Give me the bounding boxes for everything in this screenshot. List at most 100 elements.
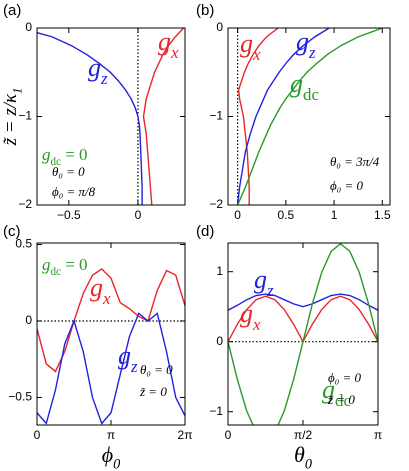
y-axis-label: z̃ = z/κ1 — [0, 88, 25, 147]
y-tick-label: −2 — [209, 197, 223, 211]
y-tick-label: −2 — [18, 197, 32, 211]
x-axis-label-sub: 0 — [305, 457, 312, 471]
series-label-sub: z — [266, 281, 274, 300]
x-axis-label-base: θ — [294, 442, 305, 467]
axes-frame — [36, 242, 186, 426]
series-label: gx — [90, 273, 111, 308]
curve — [228, 293, 378, 311]
curve — [236, 28, 330, 205]
x-tick-label: 0.5 — [278, 208, 295, 222]
x-tick-label: 0 — [234, 208, 241, 222]
curve — [228, 243, 378, 425]
curve — [236, 28, 383, 205]
axes-frame — [36, 27, 186, 206]
y-tick-label: −1 — [209, 109, 223, 123]
series-label-base: g — [240, 299, 253, 328]
annotation-text: ϕ₀ = π/8 — [52, 184, 96, 199]
series-label: gx — [240, 299, 261, 334]
annotation: ϕ₀ = π/8 — [52, 184, 96, 199]
annotation-base: g — [42, 255, 51, 274]
series-label-sub: dc — [335, 391, 351, 410]
annotation: ϕ₀ = 0 — [328, 370, 362, 385]
x-tick-label: 0 — [135, 208, 142, 222]
annotation: θ₀ = 3π/4 — [330, 154, 380, 169]
x-axis-label-base: ϕ — [102, 442, 113, 467]
annotation: θ₀ = 0 — [52, 164, 85, 179]
series-label-sub: x — [170, 43, 179, 62]
curve — [37, 268, 185, 373]
x-axis-label-sub: 0 — [113, 457, 120, 471]
curve — [142, 28, 185, 205]
annotation-text: θ₀ = 0 — [140, 362, 173, 377]
x-tick-label: π/2 — [294, 428, 313, 442]
series-label-base: g — [322, 375, 335, 404]
series-label-base: g — [290, 69, 303, 98]
annotation: gdc = 0 — [42, 145, 88, 168]
y-tick-label: 0 — [216, 334, 223, 348]
x-tick-label: 0 — [34, 428, 41, 442]
series-label: gx — [240, 29, 261, 64]
y-tick-label: 0 — [25, 20, 32, 34]
series-label-base: g — [254, 265, 267, 294]
y-tick-label: −1 — [18, 109, 32, 123]
annotation-text: = 0 — [61, 255, 88, 274]
annotation-text: ϕ₀ = 0 — [330, 178, 364, 193]
y-axis-label-sub: 1 — [11, 88, 25, 94]
panel-label: (b) — [196, 2, 214, 19]
panel-label: (a) — [3, 2, 21, 19]
curve — [237, 28, 279, 205]
x-tick-label: π — [374, 428, 382, 442]
annotation-text: ϕ₀ = 0 — [328, 370, 362, 385]
series-label-base: g — [118, 341, 131, 370]
series-label: gz — [254, 265, 274, 300]
x-tick-label: 0 — [225, 428, 232, 442]
y-tick-label: 1 — [216, 264, 223, 278]
series-label-base: g — [158, 27, 171, 56]
series-label-sub: z — [100, 69, 108, 88]
x-tick-label: −0.5 — [57, 208, 81, 222]
annotation-sub: dc — [51, 266, 62, 278]
annotation: gdc = 0 — [42, 255, 88, 278]
series-label-base: g — [88, 53, 101, 82]
curve — [37, 31, 143, 205]
x-tick-label: π — [107, 428, 115, 442]
y-tick-label: −0.5 — [8, 390, 32, 404]
axes-frame — [227, 242, 379, 426]
annotation: z̃ = 0 — [327, 392, 355, 407]
annotation-base: g — [42, 145, 51, 164]
panel-label: (d) — [196, 223, 214, 240]
series-label-base: g — [90, 273, 103, 302]
series-label: gdc — [322, 375, 351, 410]
y-tick-label: 0 — [25, 313, 32, 327]
annotation-text: θ₀ = 3π/4 — [330, 154, 380, 169]
annotation-sub: dc — [51, 156, 62, 168]
annotation: z̃ = 0 — [139, 384, 167, 399]
y-axis-label-base: z̃ = z/κ — [0, 93, 21, 146]
series-label: gz — [88, 53, 108, 88]
series-label: gdc — [290, 69, 319, 104]
series-label: gx — [158, 27, 179, 62]
y-tick-label: 0 — [216, 20, 223, 34]
annotation-text: z̃ = 0 — [327, 392, 355, 407]
x-axis-label: θ0 — [294, 442, 312, 471]
x-tick-label: 2π — [178, 428, 193, 442]
series-label-sub: dc — [303, 85, 319, 104]
x-tick-label: 1 — [331, 208, 338, 222]
annotation-text: = 0 — [61, 145, 88, 164]
x-tick-label: 1.5 — [374, 208, 391, 222]
series-label-base: g — [240, 29, 253, 58]
series-label-sub: x — [102, 289, 111, 308]
series-label-sub: x — [252, 45, 261, 64]
series-label: gz — [118, 341, 138, 376]
axes-frame — [227, 27, 391, 206]
annotation: θ₀ = 0 — [140, 362, 173, 377]
y-tick-label: −1 — [209, 404, 223, 418]
annotation: ϕ₀ = 0 — [330, 178, 364, 193]
series-label-sub: z — [308, 43, 316, 62]
curve — [37, 312, 185, 425]
series-label: gz — [296, 27, 316, 62]
series-label-base: g — [296, 27, 309, 56]
y-tick-label: 0.5 — [15, 237, 32, 251]
annotation-text: θ₀ = 0 — [52, 164, 85, 179]
